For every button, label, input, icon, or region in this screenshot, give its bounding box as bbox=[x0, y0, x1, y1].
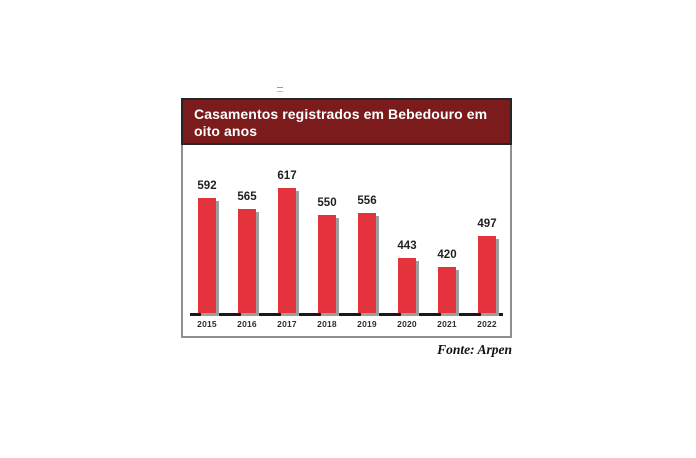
chart-bar-2021 bbox=[438, 267, 456, 313]
x-tick-label-2016: 2016 bbox=[237, 319, 257, 329]
bar-value-label-2020: 443 bbox=[397, 240, 417, 252]
bar-plot-area: 592 2015 565 2016 617 2017 550 2018 556 2019 443 20… bbox=[183, 145, 510, 334]
chart-title-bar: Casamentos registrados em Bebedouro em o… bbox=[181, 98, 512, 145]
chart-bar-2015 bbox=[198, 198, 216, 313]
x-tick-label-2018: 2018 bbox=[317, 319, 337, 329]
chart-title: Casamentos registrados em Bebedouro em o… bbox=[194, 106, 488, 139]
x-tick-label-2015: 2015 bbox=[197, 319, 217, 329]
chart-bar-2022 bbox=[478, 236, 496, 313]
bar-value-label-2015: 592 bbox=[197, 180, 217, 192]
chart-bar-2018 bbox=[318, 215, 336, 313]
chart-bar-2020 bbox=[398, 258, 416, 313]
source-credit: Fonte: Arpen bbox=[437, 342, 512, 357]
chart-bar-2016 bbox=[238, 209, 256, 313]
x-tick-label-2020: 2020 bbox=[397, 319, 417, 329]
bar-value-label-2018: 550 bbox=[317, 197, 337, 209]
bar-value-label-2021: 420 bbox=[437, 249, 457, 261]
chart-bar-2017 bbox=[278, 188, 296, 313]
bar-value-label-2022: 497 bbox=[477, 218, 497, 230]
bar-value-label-2017: 617 bbox=[277, 170, 297, 182]
bar-value-label-2019: 556 bbox=[357, 195, 377, 207]
x-axis-line bbox=[190, 313, 503, 316]
stray-print-mark bbox=[277, 87, 283, 92]
chart-plot-box: 592 2015 565 2016 617 2017 550 2018 556 2019 443 20… bbox=[181, 145, 512, 338]
x-tick-label-2017: 2017 bbox=[277, 319, 297, 329]
x-tick-label-2022: 2022 bbox=[477, 319, 497, 329]
x-tick-label-2019: 2019 bbox=[357, 319, 377, 329]
bar-value-label-2016: 565 bbox=[237, 191, 257, 203]
chart-bar-2019 bbox=[358, 213, 376, 313]
x-tick-label-2021: 2021 bbox=[437, 319, 457, 329]
